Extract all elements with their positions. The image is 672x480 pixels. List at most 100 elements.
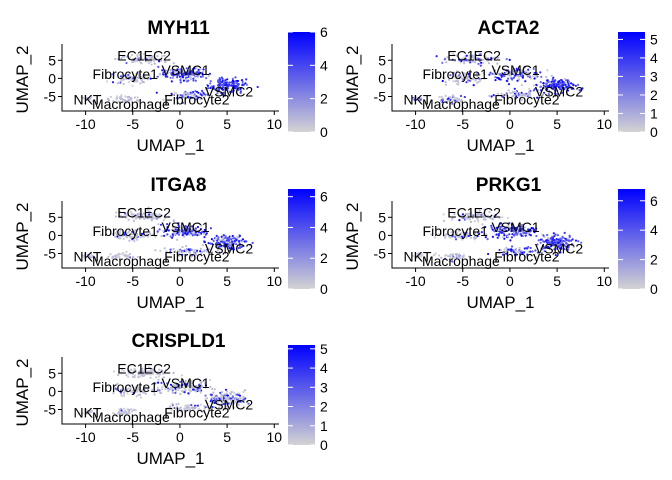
cell-point bbox=[133, 240, 136, 243]
cell-point bbox=[136, 96, 139, 99]
cell-point bbox=[518, 71, 521, 74]
cell-point bbox=[505, 58, 508, 61]
cell-point bbox=[509, 74, 512, 77]
cell-point bbox=[158, 391, 162, 394]
x-tick-label: 0 bbox=[176, 273, 184, 289]
cell-point bbox=[445, 61, 448, 64]
cell-point bbox=[146, 60, 149, 63]
cell-point bbox=[477, 57, 480, 60]
cell-point bbox=[507, 89, 510, 92]
x-tick-label: 0 bbox=[176, 429, 184, 445]
cell-point bbox=[506, 77, 510, 80]
cell-point bbox=[471, 60, 474, 63]
cell-point bbox=[123, 55, 126, 58]
cell-point bbox=[125, 76, 128, 79]
cell-point bbox=[504, 73, 507, 76]
cell-point bbox=[125, 61, 128, 65]
cell-point bbox=[192, 79, 195, 82]
cell-point bbox=[528, 74, 531, 77]
cell-point bbox=[557, 86, 560, 89]
cell-point bbox=[163, 59, 166, 62]
cell-point bbox=[525, 72, 529, 75]
cell-point bbox=[542, 82, 545, 85]
x-tick-label: 10 bbox=[266, 116, 282, 132]
cell-point bbox=[193, 73, 196, 77]
cell-point bbox=[159, 249, 162, 252]
cell-point bbox=[231, 79, 234, 82]
cluster-label: EC1 bbox=[117, 48, 144, 64]
cell-point bbox=[80, 96, 83, 99]
cell-point bbox=[509, 92, 512, 95]
cell-point bbox=[509, 239, 512, 242]
cell-point bbox=[120, 394, 124, 398]
cell-point bbox=[169, 76, 172, 79]
colorbar-tick-label: 5 bbox=[320, 341, 328, 357]
cell-point bbox=[214, 88, 217, 91]
cell-point bbox=[567, 237, 570, 240]
colorbar-tick-label: 2 bbox=[650, 252, 658, 268]
panel-title: CRISPLD1 bbox=[132, 331, 226, 352]
cell-point bbox=[541, 93, 544, 96]
colorbar-tick-label: 0 bbox=[650, 124, 658, 140]
y-axis-label: UMAP_2 bbox=[13, 358, 32, 426]
cell-point bbox=[536, 75, 539, 78]
cell-point bbox=[209, 80, 212, 83]
cluster-label: VSMC1 bbox=[491, 219, 539, 235]
cell-point bbox=[224, 84, 227, 87]
cell-point bbox=[116, 100, 120, 103]
cell-point bbox=[188, 92, 191, 95]
cell-point bbox=[502, 96, 505, 99]
cell-point bbox=[154, 249, 157, 252]
cell-point bbox=[176, 96, 179, 100]
cell-point bbox=[223, 82, 226, 85]
cell-point bbox=[142, 74, 145, 77]
cell-point bbox=[241, 80, 244, 84]
cell-point bbox=[518, 74, 521, 77]
cell-point bbox=[136, 54, 139, 57]
cell-point bbox=[153, 62, 156, 65]
cell-point bbox=[196, 76, 199, 79]
cell-point bbox=[147, 56, 150, 59]
cell-point bbox=[187, 392, 190, 395]
cell-point bbox=[194, 79, 197, 82]
cell-point bbox=[468, 54, 471, 57]
cell-point bbox=[465, 54, 468, 57]
y-tick-label: -5 bbox=[374, 89, 387, 105]
cell-point bbox=[218, 78, 221, 81]
cell-point bbox=[572, 84, 575, 87]
cell-point bbox=[195, 90, 199, 93]
y-axis-label: UMAP_2 bbox=[13, 202, 32, 270]
x-tick-label: -5 bbox=[127, 116, 140, 132]
y-tick-label: 5 bbox=[48, 209, 56, 225]
cell-point bbox=[245, 78, 248, 81]
cell-point bbox=[182, 79, 185, 82]
cell-point bbox=[546, 233, 549, 237]
cell-point bbox=[215, 234, 218, 237]
cluster-label: Macrophage bbox=[422, 253, 500, 269]
cell-point bbox=[244, 82, 247, 85]
cell-point bbox=[170, 80, 173, 83]
cell-point bbox=[510, 70, 513, 73]
panel-myh11: MYH11 -10 -5 0 5 10 -5 0 5 UMAP_1 UMAP_2 EC1 EC2 Fibr… bbox=[13, 18, 328, 155]
cluster-label: Fibrocyte2 bbox=[164, 404, 230, 420]
x-tick-label: -10 bbox=[405, 116, 425, 132]
cell-point bbox=[552, 232, 555, 235]
cell-point bbox=[239, 91, 242, 94]
cell-point bbox=[161, 72, 165, 75]
y-tick-label: 0 bbox=[48, 70, 56, 86]
cell-point bbox=[539, 85, 542, 89]
cell-point bbox=[126, 55, 129, 58]
cell-point bbox=[190, 77, 193, 80]
cell-point bbox=[232, 85, 235, 88]
cell-point bbox=[223, 393, 227, 396]
cell-point bbox=[442, 219, 446, 222]
cell-point bbox=[119, 98, 122, 101]
y-tick-label: 5 bbox=[378, 52, 386, 68]
cell-point bbox=[550, 74, 553, 77]
cell-point bbox=[559, 81, 562, 84]
x-tick-label: -10 bbox=[75, 116, 95, 132]
cell-point bbox=[510, 245, 514, 248]
colorbar-tick-label: 4 bbox=[650, 222, 658, 238]
cell-point bbox=[496, 92, 499, 95]
